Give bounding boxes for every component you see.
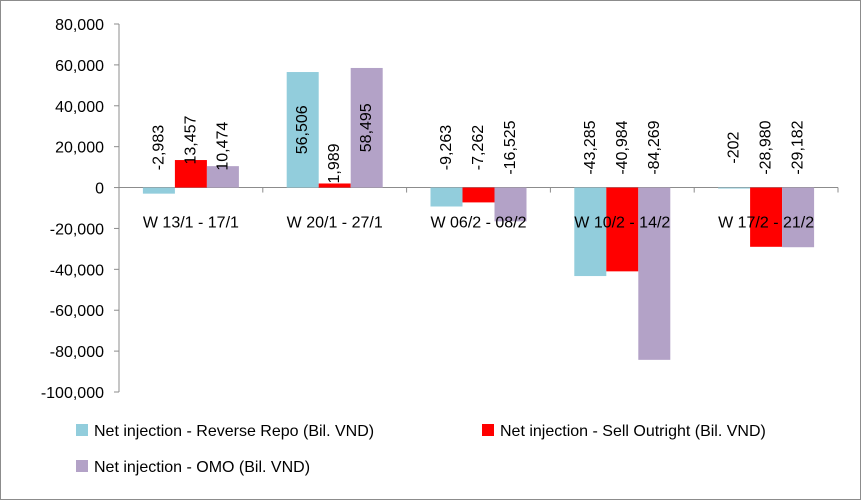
axis-layer: 80,000 60,000 40,000 20,000 0 -20,000 -40,000 -… — [41, 17, 839, 402]
bar-sell-outright — [606, 187, 639, 272]
bar-reverse-repo — [286, 72, 319, 188]
data-label: -84,269 — [646, 120, 663, 174]
y-tick-label: 0 — [95, 181, 104, 198]
data-label: 56,506 — [294, 105, 311, 154]
data-label: -28,980 — [758, 120, 775, 174]
x-category-label: W 17/2 - 21/2 — [718, 215, 814, 232]
bar-sell-outright — [318, 183, 351, 188]
legend-swatch — [76, 460, 88, 472]
data-label: 10,474 — [214, 122, 231, 171]
y-tick-label: -20,000 — [50, 221, 104, 238]
bar-sell-outright — [462, 187, 495, 203]
legend-label: Net injection - Reverse Repo (Bil. VND) — [94, 423, 374, 440]
data-label: 1,989 — [326, 143, 343, 183]
bar-sell-outright — [174, 160, 207, 188]
bar-reverse-repo — [718, 187, 751, 189]
data-label: -202 — [726, 131, 743, 163]
y-tick-label: 80,000 — [55, 17, 104, 34]
x-category-label: W 20/1 - 27/1 — [287, 215, 383, 232]
y-tick-label: -100,000 — [41, 385, 104, 402]
legend-label: Net injection - OMO (Bil. VND) — [94, 459, 310, 476]
bar-omo — [638, 187, 671, 360]
y-tick-label: 40,000 — [55, 99, 104, 116]
data-label: -43,285 — [582, 120, 599, 174]
data-label: -16,525 — [502, 120, 519, 174]
bar-omo — [494, 187, 527, 222]
legend-item: Net injection - Reverse Repo (Bil. VND) — [76, 423, 374, 440]
legend-swatch — [76, 424, 88, 436]
bar-reverse-repo — [574, 187, 607, 277]
bar-sell-outright — [750, 187, 783, 247]
data-label-layer: W 13/1 - 17/1 W 20/1 - 27/1 W 06/2 - 08/2 W… — [143, 103, 814, 231]
y-tick-label: 60,000 — [55, 58, 104, 75]
legend-item: Net injection - Sell Outright (Bil. VND) — [482, 423, 766, 440]
y-tick-label: -80,000 — [50, 344, 104, 361]
bar-omo — [206, 166, 239, 188]
legend-swatch — [482, 424, 494, 436]
bar-omo — [782, 187, 815, 248]
bar-reverse-repo — [142, 187, 175, 194]
data-label: -9,263 — [438, 125, 455, 170]
y-tick-label: -60,000 — [50, 303, 104, 320]
data-label: 13,457 — [182, 115, 199, 164]
legend-item: Net injection - OMO (Bil. VND) — [76, 459, 310, 476]
data-label: -40,984 — [614, 120, 631, 174]
data-label: -2,983 — [150, 125, 167, 170]
y-tick-label: -40,000 — [50, 262, 104, 279]
x-category-label: W 13/1 - 17/1 — [143, 215, 239, 232]
bar-layer — [142, 67, 815, 360]
x-category-label: W 10/2 - 14/2 — [574, 215, 670, 232]
data-label: 58,495 — [358, 103, 375, 152]
x-category-label: W 06/2 - 08/2 — [430, 215, 526, 232]
legend-label: Net injection - Sell Outright (Bil. VND) — [500, 423, 766, 440]
legend: Net injection - Reverse Repo (Bil. VND) N… — [76, 423, 766, 476]
y-tick-label: 20,000 — [55, 140, 104, 157]
data-label: -7,262 — [470, 125, 487, 170]
bar-omo — [350, 67, 383, 188]
data-label: -29,182 — [790, 120, 807, 174]
bar-reverse-repo — [430, 187, 463, 207]
